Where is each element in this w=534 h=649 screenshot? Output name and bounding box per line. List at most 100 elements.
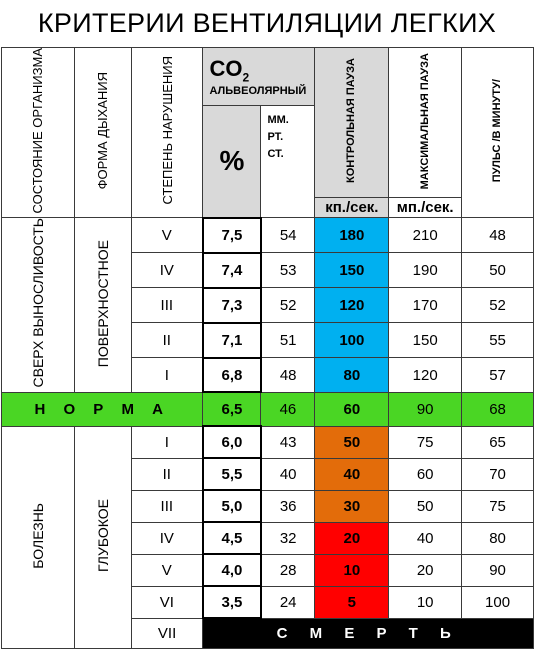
max-pause-cell: 10 xyxy=(388,585,463,619)
header-control-pause: КОНТРОЛЬНАЯ ПАУЗА xyxy=(314,46,390,199)
group-illness: БОЛЕЗНЬ xyxy=(1,425,75,649)
pulse-cell: 75 xyxy=(461,489,534,523)
table-row: II 5,5 40 40 60 70 xyxy=(2,457,534,492)
page-title: КРИТЕРИИ ВЕНТИЛЯЦИИ ЛЕГКИХ xyxy=(37,7,497,38)
co2-mmhg-cell: 32 xyxy=(260,521,316,555)
header-co2: CO2 АЛЬВЕОЛЯРНЫЙ xyxy=(202,47,316,106)
max-pause-cell: 150 xyxy=(388,322,463,359)
control-pause-cell: 30 xyxy=(314,489,390,523)
co2-mmhg-cell: 48 xyxy=(260,357,316,393)
degree-cell: II xyxy=(130,322,204,359)
table-row: СВЕРХ ВЫНОСЛИВОСТЬ ПОВЕРХНОСТНОЕ V 7,5 54 180… xyxy=(1,216,534,393)
header-control-unit: кп./сек. xyxy=(314,197,390,219)
co2-mmhg-cell: 28 xyxy=(260,553,316,587)
co2-mmhg-cell: 24 xyxy=(260,585,316,619)
table-row: III 5,0 36 30 50 75 xyxy=(2,489,534,524)
table-row: БОЛЕЗНЬ ГЛУБОКОЕ I 6,0 43 50 75 65 xyxy=(1,425,534,649)
max-pause-cell: 50 xyxy=(388,489,463,523)
co2-mmhg-cell: 51 xyxy=(260,322,316,359)
max-pause-cell: 60 xyxy=(388,457,463,491)
criteria-sheet: КРИТЕРИИ ВЕНТИЛЯЦИИ ЛЕГКИХ СОСТОЯНИЕ ОРГ… xyxy=(0,7,534,649)
degree-cell: II xyxy=(130,457,204,491)
pulse-cell: 68 xyxy=(461,391,534,427)
degree-cell: I xyxy=(130,425,204,459)
max-pause-cell: 90 xyxy=(388,391,463,427)
death-label: С М Е Р Т Ь xyxy=(202,617,534,649)
control-pause-cell: 40 xyxy=(314,457,390,491)
co2-mmhg-cell: 52 xyxy=(260,287,316,324)
pulse-cell: 90 xyxy=(461,553,534,587)
header-mmhg: ММ. РТ. СТ. xyxy=(260,104,316,219)
table-row: II 7,1 51 100 150 55 xyxy=(2,321,534,359)
table-row: III 7,3 52 120 170 52 xyxy=(2,286,534,324)
table-row: I 6,8 48 80 120 57 xyxy=(2,356,534,394)
co2-percent-cell: 7,5 xyxy=(201,216,262,254)
degree-cell: I xyxy=(130,357,204,393)
co2-percent-cell: 5,0 xyxy=(201,489,262,524)
pulse-cell: 65 xyxy=(461,425,534,459)
pulse-cell: 57 xyxy=(461,357,534,393)
table-row: V 4,0 28 10 20 90 xyxy=(2,553,534,588)
co2-percent-cell: 7,4 xyxy=(201,251,262,289)
co2-mmhg-cell: 40 xyxy=(260,457,316,491)
co2-percent-cell: 6,5 xyxy=(202,391,262,427)
degree-cell: III xyxy=(130,287,204,324)
degree-cell: IV xyxy=(130,521,204,555)
co2-percent-cell: 3,5 xyxy=(201,585,262,620)
co2-percent-cell: 7,3 xyxy=(201,286,262,324)
max-pause-cell: 170 xyxy=(388,287,463,324)
co2-percent-cell: 7,1 xyxy=(201,321,262,359)
max-pause-cell: 40 xyxy=(388,521,463,555)
co2-percent-cell: 6,0 xyxy=(201,425,262,460)
degree-cell: V xyxy=(130,217,204,254)
degree-cell: VI xyxy=(130,585,204,619)
max-pause-cell: 210 xyxy=(388,217,463,254)
header-max-pause: МАКСИМАЛЬНАЯ ПАУЗА xyxy=(388,46,463,199)
table-row: IV 4,5 32 20 40 80 xyxy=(2,521,534,556)
max-pause-cell: 120 xyxy=(388,357,463,393)
co2-percent-cell: 4,5 xyxy=(201,521,262,556)
control-pause-cell: 80 xyxy=(314,357,390,393)
control-pause-cell: 60 xyxy=(314,391,390,427)
pulse-cell: 80 xyxy=(461,521,534,555)
co2-percent-cell: 4,0 xyxy=(201,553,262,588)
table-row: IV 7,4 53 150 190 50 xyxy=(2,251,534,289)
degree-cell: III xyxy=(130,489,204,523)
group-deep-breathing: ГЛУБОКОЕ xyxy=(73,425,132,649)
co2-mmhg-cell: 36 xyxy=(260,489,316,523)
group-super-endurance: СВЕРХ ВЫНОСЛИВОСТЬ xyxy=(1,217,75,393)
header-degree: СТЕПЕНЬ НАРУШЕНИЯ xyxy=(130,46,204,219)
pulse-cell: 70 xyxy=(461,457,534,491)
criteria-table: СОСТОЯНИЕ ОРГАНИЗМА ФОРМА ДЫХАНИЯ СТЕПЕН… xyxy=(0,46,534,649)
max-pause-cell: 20 xyxy=(388,553,463,587)
header-max-unit: мп./сек. xyxy=(388,197,463,219)
control-pause-cell: 5 xyxy=(314,585,390,619)
norm-row: Н О Р М А 6,5 46 60 90 68 xyxy=(0,391,534,427)
control-pause-cell: 20 xyxy=(314,521,390,555)
degree-cell: IV xyxy=(130,252,204,289)
header-percent: % xyxy=(202,104,262,219)
control-pause-cell: 150 xyxy=(314,252,390,289)
degree-cell: V xyxy=(130,553,204,587)
pulse-cell: 50 xyxy=(461,252,534,289)
header-state: СОСТОЯНИЕ ОРГАНИЗМА xyxy=(1,46,75,219)
max-pause-cell: 190 xyxy=(388,252,463,289)
control-pause-cell: 10 xyxy=(314,553,390,587)
header-form: ФОРМА ДЫХАНИЯ xyxy=(73,46,132,219)
norm-label: Н О Р М А xyxy=(0,391,204,427)
pulse-cell: 100 xyxy=(461,585,534,619)
control-pause-cell: 100 xyxy=(314,322,390,359)
group-surface-breathing: ПОВЕРХНОСТНОЕ xyxy=(73,217,132,393)
degree-cell: VII xyxy=(130,617,204,649)
control-pause-cell: 50 xyxy=(314,425,390,459)
pulse-cell: 55 xyxy=(461,322,534,359)
co2-mmhg-cell: 46 xyxy=(260,391,316,427)
control-pause-cell: 180 xyxy=(314,217,390,254)
control-pause-cell: 120 xyxy=(314,287,390,324)
pulse-cell: 48 xyxy=(461,217,534,254)
co2-percent-cell: 6,8 xyxy=(201,356,262,394)
pulse-cell: 52 xyxy=(461,287,534,324)
co2-mmhg-cell: 53 xyxy=(260,252,316,289)
co2-mmhg-cell: 54 xyxy=(260,217,316,254)
max-pause-cell: 75 xyxy=(388,425,463,459)
